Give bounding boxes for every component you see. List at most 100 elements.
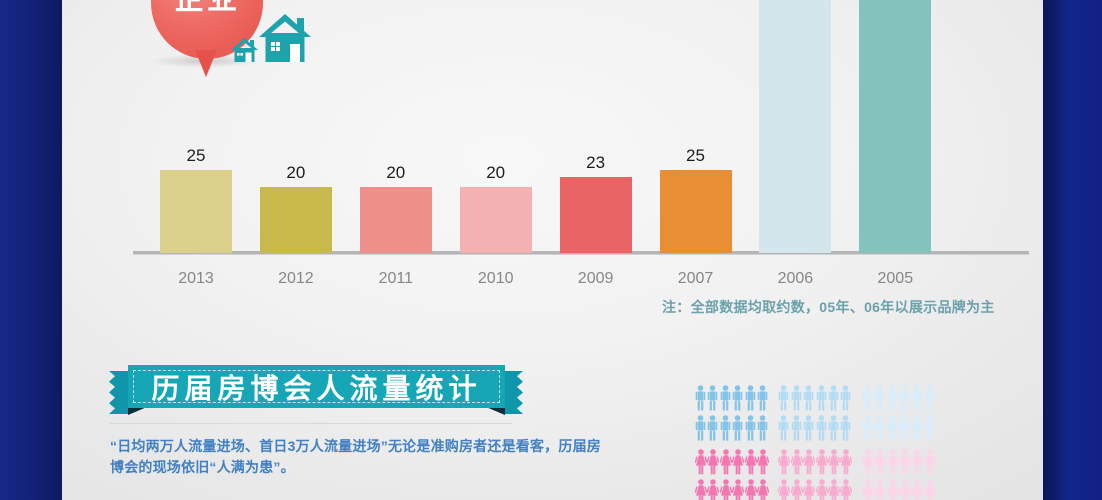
female-icon [898,479,912,500]
male-icon [874,385,885,418]
bar-value-2013: 25 [186,146,206,165]
male-icon [840,415,851,448]
female-icon [694,449,708,482]
female-icon [778,479,791,500]
bar-2010 [459,187,532,253]
male-icon [695,385,706,418]
male-icon [707,415,718,448]
male-icon [791,415,802,448]
chart-note: 注：全部数据均取约数，05年、06年以展示品牌为主 [662,299,995,315]
female-icon [886,479,899,500]
year-label-2012: 2012 [278,270,314,287]
female-icon [731,479,745,500]
balloon-label: 企业 [151,0,263,15]
male-icon [720,385,731,418]
male-icon [816,385,827,418]
female-icon [790,479,804,500]
female-icon [898,449,912,482]
female-icon [861,449,875,482]
female-icon [756,479,770,500]
male-icon [911,415,922,448]
right-navy-band [1043,0,1102,500]
female-icon [815,449,828,482]
bar-value-2009: 23 [586,153,606,172]
section-paragraph: “日均两万人流量进场、首日3万人流量进场”无论是准购房者还是看客，历届房博会的现… [110,438,601,475]
female-icon [840,449,853,482]
female-icon [756,449,770,482]
male-icon [791,385,802,418]
male-icon [924,385,935,418]
female-icon [744,479,757,500]
bar-2005 [859,0,932,253]
bar-value-2010: 20 [486,163,506,182]
female-icon [778,449,791,482]
female-icon [802,479,816,500]
male-icon [778,415,789,448]
male-icon [899,415,910,448]
section-title: 历届房博会人流量统计 [151,372,482,404]
bar-2006 [759,0,832,253]
chart-axis-line [133,251,1029,255]
male-icon [720,415,731,448]
large-house-icon [259,14,311,62]
female-icon [923,449,937,482]
year-label-2011: 2011 [378,270,413,287]
female-icon [911,449,924,482]
female-icon [694,479,708,500]
bar-chart: 25 20 20 20 23 25 [133,0,1029,255]
bar-value-2011: 20 [386,163,406,182]
left-navy-band [0,0,62,500]
female-icon [790,449,804,482]
female-icon [744,449,757,482]
female-icon [873,479,887,500]
female-icon [719,479,733,500]
female-icon [827,479,841,500]
year-label-2009: 2009 [577,270,614,287]
male-icon [862,415,873,448]
small-house-icon [231,38,258,62]
male-icon [757,415,768,448]
bar-value-2012: 20 [286,163,306,182]
year-label-2007: 2007 [677,270,714,287]
male-icon [840,385,851,418]
female-icon [802,449,816,482]
male-icon [778,385,789,418]
bar-2007 [659,170,732,253]
female-icon [923,479,937,500]
male-icon [757,385,768,418]
ribbon-left-fold [128,407,147,415]
year-label-2010: 2010 [477,270,514,287]
bar-2013 [160,170,232,253]
female-icon [827,449,841,482]
male-icon [745,385,756,418]
male-icon [911,385,922,418]
attendance-pictograph [694,385,955,500]
female-icon [873,449,887,482]
male-icon [803,415,814,448]
male-icon [874,415,885,448]
ribbon-right-fold [486,407,505,415]
chart-year-labels: 2013 2012 2011 2010 2009 2007 2006 2005 [133,270,1029,292]
section-ribbon: 历届房博会人流量统计 [128,365,505,408]
year-label-2006: 2006 [777,270,814,287]
male-icon [816,415,827,448]
male-icon [887,385,898,418]
male-icon [828,415,839,448]
male-icon [707,385,718,418]
female-icon [707,479,720,500]
male-icon [803,385,814,418]
female-icon [731,449,745,482]
male-icon [862,385,873,418]
male-icon [732,385,743,418]
male-icon [924,415,935,448]
bar-2011 [359,187,432,253]
female-icon [861,479,875,500]
male-icon [887,415,898,448]
female-icon [911,479,924,500]
female-icon [840,479,853,500]
male-icon [695,415,706,448]
ribbon-right-flap [503,371,523,414]
ribbon-left-flap [109,371,129,414]
male-icon [732,415,743,448]
